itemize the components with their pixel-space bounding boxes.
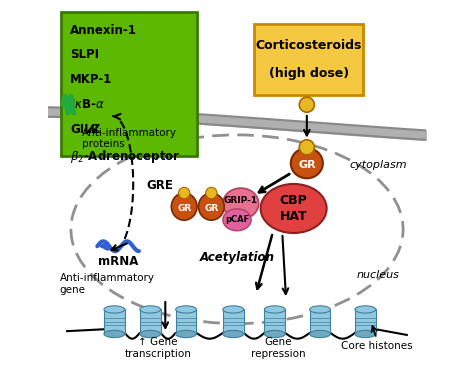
Text: MKP-1: MKP-1 bbox=[70, 74, 112, 86]
Circle shape bbox=[299, 97, 314, 112]
Ellipse shape bbox=[310, 306, 330, 313]
Circle shape bbox=[206, 187, 217, 199]
Text: nucleus: nucleus bbox=[357, 270, 400, 280]
Ellipse shape bbox=[199, 193, 224, 220]
Ellipse shape bbox=[176, 331, 196, 338]
FancyBboxPatch shape bbox=[254, 23, 364, 95]
Ellipse shape bbox=[223, 331, 244, 338]
Text: HAT: HAT bbox=[280, 210, 308, 223]
Ellipse shape bbox=[291, 148, 323, 178]
Text: cytoplasm: cytoplasm bbox=[350, 160, 407, 170]
Text: GR: GR bbox=[298, 160, 316, 170]
Ellipse shape bbox=[104, 331, 125, 338]
Text: pCAF: pCAF bbox=[225, 215, 249, 224]
Ellipse shape bbox=[223, 188, 259, 219]
Text: Acetylation: Acetylation bbox=[200, 251, 274, 264]
Text: (high dose): (high dose) bbox=[269, 67, 349, 80]
Text: GR: GR bbox=[204, 204, 219, 213]
Text: $\beta_2$-Adrenoceptor: $\beta_2$-Adrenoceptor bbox=[70, 148, 181, 165]
Text: GILZ: GILZ bbox=[70, 123, 100, 136]
Bar bbox=[176, 309, 196, 334]
Text: CBP: CBP bbox=[280, 194, 308, 207]
Text: Anti-inflammatory
gene: Anti-inflammatory gene bbox=[60, 273, 155, 295]
Ellipse shape bbox=[171, 193, 197, 220]
Text: ↑ Gene
transcription: ↑ Gene transcription bbox=[124, 337, 191, 359]
Ellipse shape bbox=[223, 306, 244, 313]
Text: GR: GR bbox=[177, 204, 191, 213]
Text: Core histones: Core histones bbox=[341, 341, 412, 351]
Ellipse shape bbox=[223, 209, 251, 231]
Ellipse shape bbox=[310, 331, 330, 338]
Ellipse shape bbox=[140, 331, 161, 338]
Text: SLPI: SLPI bbox=[70, 48, 99, 61]
Text: Gene
repression: Gene repression bbox=[251, 337, 306, 359]
Bar bbox=[104, 309, 125, 334]
Text: mRNA: mRNA bbox=[98, 255, 138, 268]
Circle shape bbox=[179, 187, 190, 199]
Circle shape bbox=[299, 140, 314, 155]
Ellipse shape bbox=[104, 306, 125, 313]
Text: Corticosteroids: Corticosteroids bbox=[255, 39, 362, 52]
Ellipse shape bbox=[264, 306, 285, 313]
Text: Annexin-1: Annexin-1 bbox=[70, 23, 137, 36]
FancyBboxPatch shape bbox=[62, 12, 197, 155]
Bar bbox=[223, 309, 244, 334]
Text: GRIP-1: GRIP-1 bbox=[224, 196, 258, 205]
Bar bbox=[355, 309, 376, 334]
Text: Anti-inflammatory
proteins: Anti-inflammatory proteins bbox=[82, 128, 177, 149]
Ellipse shape bbox=[355, 306, 376, 313]
Ellipse shape bbox=[261, 184, 327, 233]
Bar bbox=[264, 309, 285, 334]
Text: GRE: GRE bbox=[146, 179, 173, 192]
Ellipse shape bbox=[140, 306, 161, 313]
Ellipse shape bbox=[264, 331, 285, 338]
Text: I$\kappa$B-$\alpha$: I$\kappa$B-$\alpha$ bbox=[70, 98, 105, 111]
Bar bbox=[140, 309, 161, 334]
Ellipse shape bbox=[176, 306, 196, 313]
Ellipse shape bbox=[355, 331, 376, 338]
Bar bbox=[310, 309, 330, 334]
